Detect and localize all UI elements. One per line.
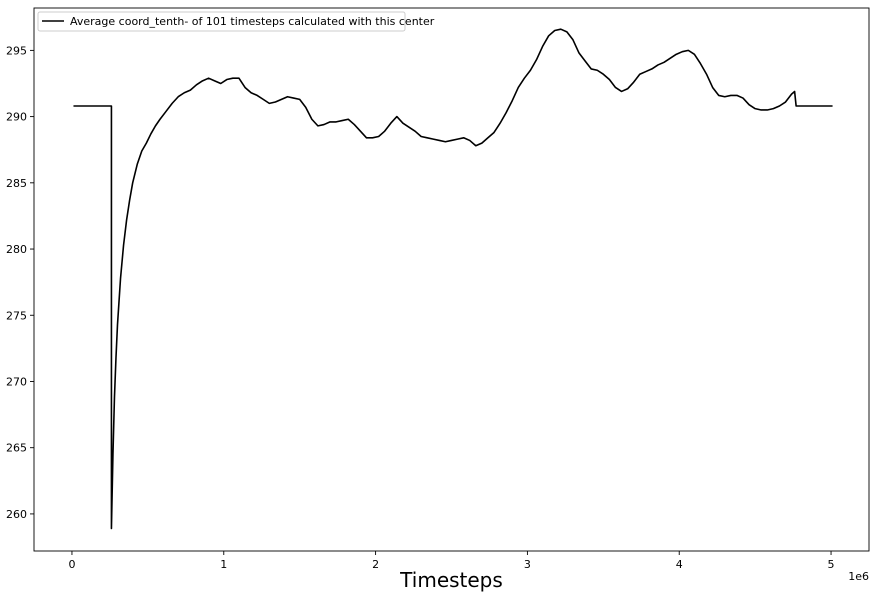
y-tick-label: 290 — [6, 111, 27, 124]
x-axis-title: Timesteps — [399, 568, 503, 592]
series-line-0 — [73, 28, 833, 530]
x-tick-label: 3 — [524, 558, 531, 571]
legend-entry-label: Average coord_tenth- of 101 timesteps ca… — [70, 15, 435, 28]
x-tick-label: 0 — [68, 558, 75, 571]
plot-area — [33, 7, 870, 552]
axes-frame — [33, 7, 870, 552]
y-tick-label: 275 — [6, 309, 27, 322]
legend-box — [37, 11, 406, 32]
x-tick-label: 2 — [372, 558, 379, 571]
x-tick-label: 1 — [220, 558, 227, 571]
x-tick-label: 5 — [828, 558, 835, 571]
x-axis-offset-label: 1e6 — [848, 570, 869, 583]
x-tick-label: 4 — [676, 558, 683, 571]
y-tick-label: 280 — [6, 243, 27, 256]
y-tick-label: 270 — [6, 375, 27, 388]
y-tick-label: 295 — [6, 44, 27, 57]
y-tick-label: 260 — [6, 508, 27, 521]
y-axis: 260 265 270 275 280 285 290 295 — [6, 44, 34, 521]
y-tick-label: 265 — [6, 442, 27, 455]
y-tick-label: 285 — [6, 177, 27, 190]
legend: Average coord_tenth- of 101 timesteps ca… — [37, 11, 435, 32]
x-axis: 0 1 2 3 4 5 — [68, 551, 835, 571]
